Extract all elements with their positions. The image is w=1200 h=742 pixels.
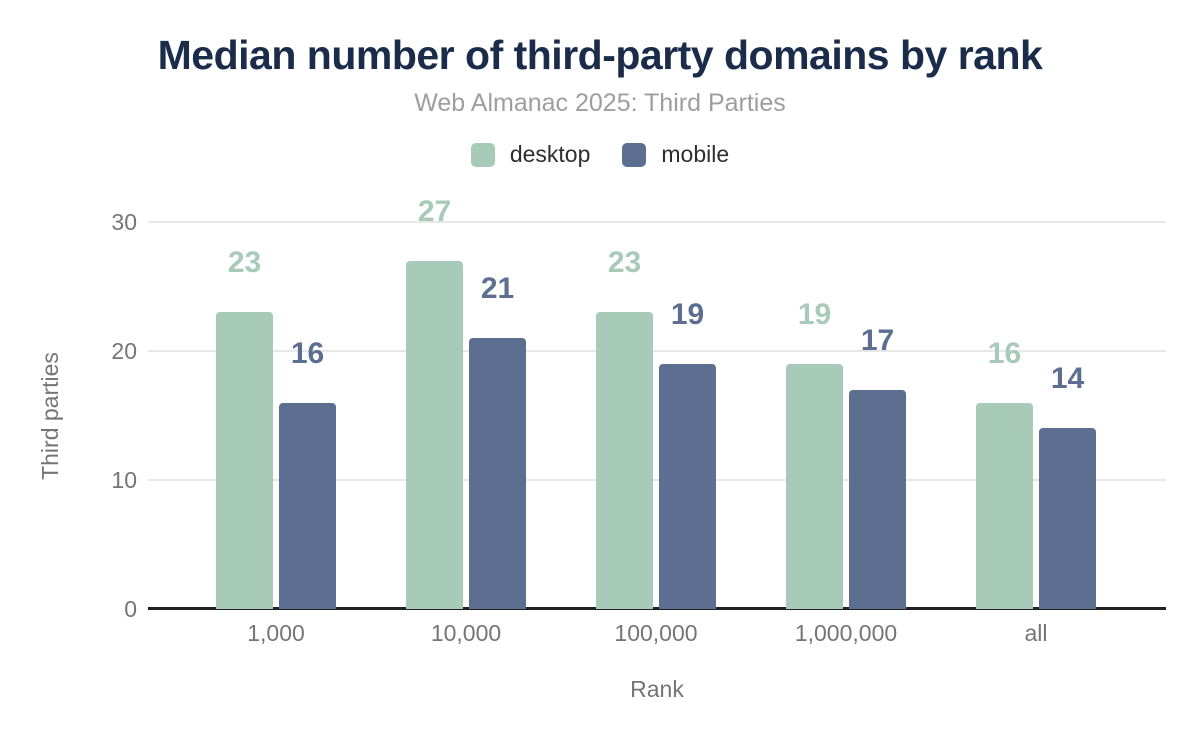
value-label-mobile-all: 14 — [1050, 362, 1085, 395]
bar-mobile-100000[interactable] — [659, 364, 716, 609]
chart-title: Median number of third-party domains by … — [157, 32, 1043, 78]
legend-item-mobile: mobile — [622, 141, 729, 168]
bar-mobile-1000[interactable] — [279, 403, 336, 609]
gridline-y-20 — [148, 350, 1166, 352]
x-tick-label-100000: 100,000 — [614, 620, 698, 646]
bar-desktop-1000[interactable] — [216, 312, 273, 609]
x-tick-label-10000: 10,000 — [430, 620, 502, 646]
value-label-mobile-1000000: 17 — [860, 324, 895, 357]
y-tick-label-20: 20 — [111, 338, 137, 364]
chart-subtitle: Web Almanac 2025: Third Parties — [414, 89, 786, 117]
value-label-desktop-10000: 27 — [417, 195, 452, 228]
value-label-desktop-1000000: 19 — [797, 298, 832, 331]
bar-desktop-1000000[interactable] — [786, 364, 843, 609]
legend-item-desktop: desktop — [470, 141, 591, 168]
legend-swatch-mobile-icon — [622, 142, 647, 167]
legend: desktop mobile — [0, 141, 1200, 168]
y-tick-label-0: 0 — [124, 596, 137, 622]
gridline-y-30 — [148, 221, 1166, 223]
x-tick-label-1000: 1,000 — [247, 620, 305, 646]
value-label-desktop-100000: 23 — [607, 246, 642, 279]
x-tick-label-all: all — [1024, 620, 1048, 646]
bar-desktop-all[interactable] — [976, 403, 1033, 609]
bar-mobile-10000[interactable] — [469, 338, 526, 609]
y-tick-label-30: 30 — [111, 209, 137, 235]
y-axis-title: Third parties — [37, 352, 63, 480]
x-axis-line — [148, 607, 1166, 610]
value-label-desktop-1000: 23 — [227, 246, 262, 279]
x-tick-label-1000000: 1,000,000 — [794, 620, 898, 646]
gridline-y-10 — [148, 479, 1166, 481]
bar-desktop-100000[interactable] — [596, 312, 653, 609]
bar-mobile-1000000[interactable] — [849, 390, 906, 609]
value-label-mobile-10000: 21 — [480, 272, 515, 305]
bar-desktop-10000[interactable] — [406, 261, 463, 609]
y-tick-label-10: 10 — [111, 467, 137, 493]
x-axis-title: Rank — [630, 676, 684, 702]
legend-label-desktop: desktop — [509, 141, 591, 167]
legend-label-mobile: mobile — [661, 141, 730, 167]
value-label-mobile-100000: 19 — [670, 298, 705, 331]
legend-swatch-desktop-icon — [470, 142, 495, 167]
bar-mobile-all[interactable] — [1039, 428, 1096, 609]
value-label-desktop-all: 16 — [987, 337, 1022, 370]
value-label-mobile-1000: 16 — [290, 337, 325, 370]
